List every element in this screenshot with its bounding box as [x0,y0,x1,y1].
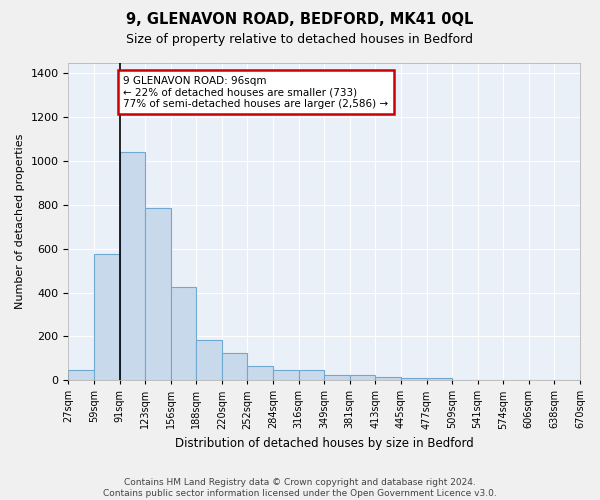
Bar [119,152,145,380]
X-axis label: Distribution of detached houses by size in Bedford: Distribution of detached houses by size … [175,437,473,450]
Text: Size of property relative to detached houses in Bedford: Size of property relative to detached ho… [127,32,473,46]
Bar [171,287,196,380]
Bar [247,366,273,380]
Bar [427,378,452,380]
Text: 9, GLENAVON ROAD, BEDFORD, MK41 0QL: 9, GLENAVON ROAD, BEDFORD, MK41 0QL [127,12,473,28]
Bar [324,374,350,380]
Bar [401,378,427,380]
Y-axis label: Number of detached properties: Number of detached properties [15,134,25,309]
Bar [222,353,247,380]
Text: 9 GLENAVON ROAD: 96sqm
← 22% of detached houses are smaller (733)
77% of semi-de: 9 GLENAVON ROAD: 96sqm ← 22% of detached… [124,76,389,109]
Bar [68,370,94,380]
Bar [94,254,119,380]
Bar [376,377,401,380]
Bar [299,370,324,380]
Bar [145,208,171,380]
Bar [350,376,376,380]
Text: Contains HM Land Registry data © Crown copyright and database right 2024.
Contai: Contains HM Land Registry data © Crown c… [103,478,497,498]
Bar [273,370,299,380]
Bar [196,340,222,380]
